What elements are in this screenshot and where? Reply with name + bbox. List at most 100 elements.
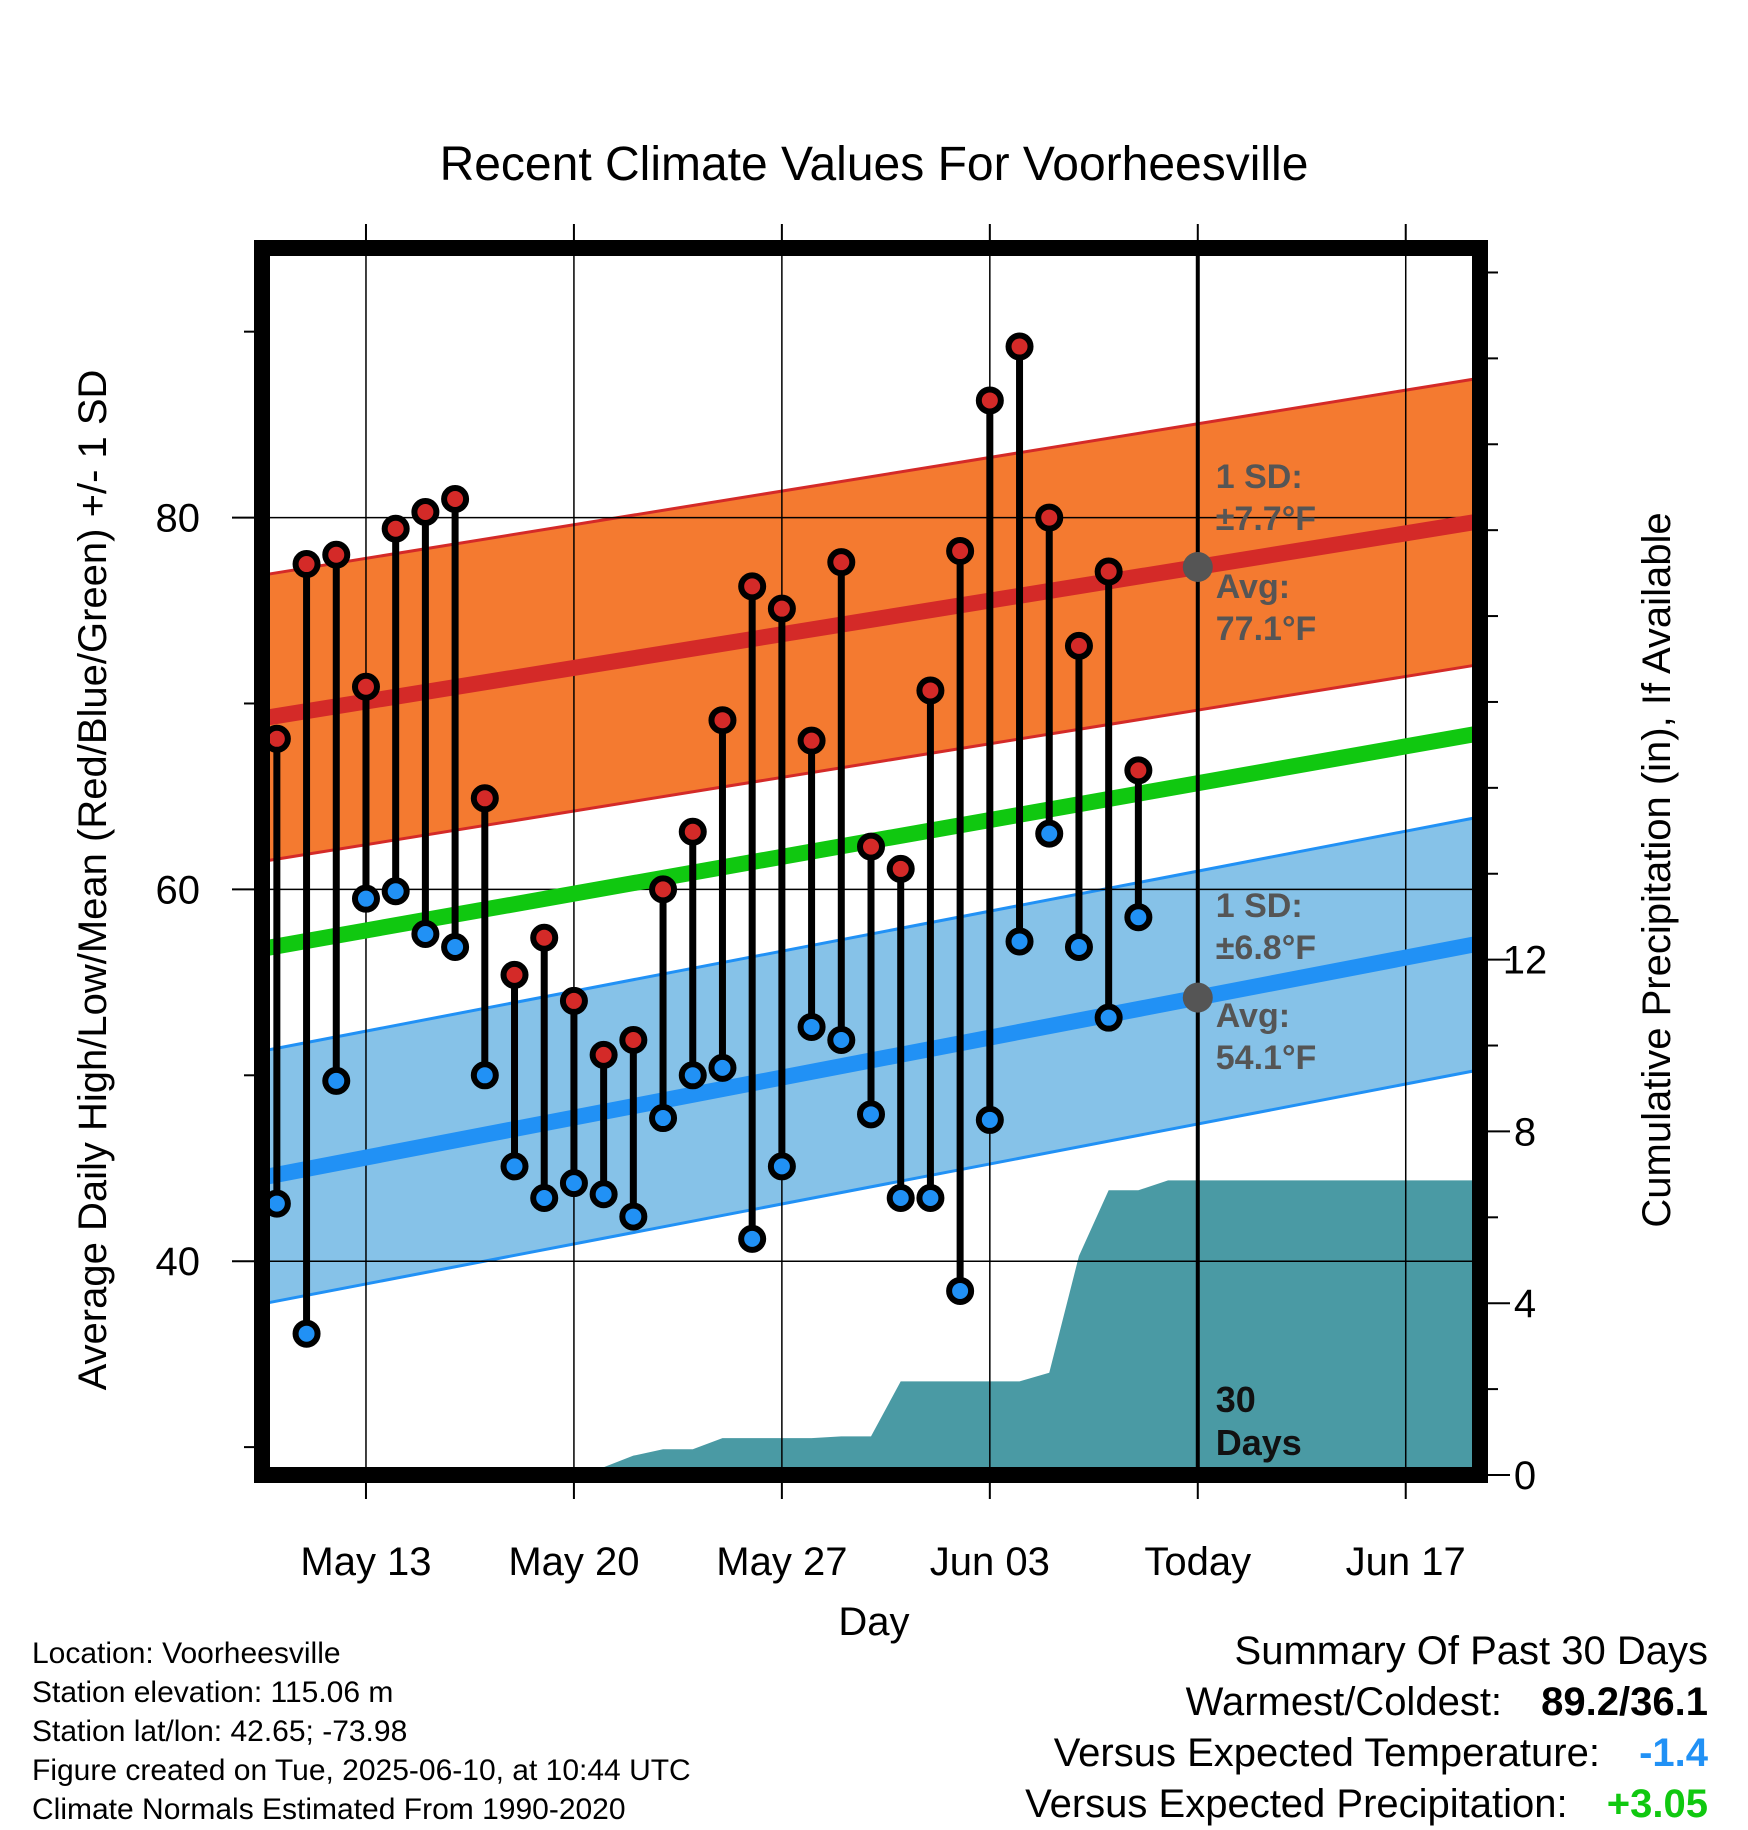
low-temp-point: [1064, 933, 1093, 962]
high-temp-point: [827, 548, 856, 577]
low-avg-label: Avg:: [1216, 997, 1290, 1035]
precip-label: Versus Expected Precipitation:: [1025, 1782, 1568, 1826]
low-temp-point: [649, 1104, 678, 1133]
low-sd-value: ±6.8°F: [1216, 929, 1316, 967]
x-tick-label: Today: [1144, 1540, 1251, 1584]
y-tick-label: 40: [156, 1240, 201, 1284]
low-temp-point: [916, 1183, 945, 1212]
elevation-text: Station elevation: 115.06 m: [32, 1676, 394, 1709]
x-tick-label: May 27: [716, 1540, 847, 1584]
days-count: 30: [1216, 1379, 1256, 1420]
high-temp-point: [589, 1040, 618, 1069]
low-temp-point: [1124, 903, 1153, 932]
low-temp-point: [559, 1169, 588, 1198]
high-temp-point: [322, 540, 351, 569]
warm-cold-label: Warmest/Coldest:: [1185, 1680, 1503, 1724]
high-temp-point: [857, 832, 885, 861]
high-temp-point: [738, 572, 767, 601]
low-avg-value: 54.1°F: [1216, 1039, 1317, 1077]
precip-value: +3.05: [1606, 1782, 1708, 1826]
low-sd-label: 1 SD:: [1216, 887, 1303, 925]
low-temp-point: [857, 1100, 885, 1129]
high-temp-point: [559, 986, 588, 1015]
chart-title: Recent Climate Values For Voorheesville: [440, 138, 1309, 191]
annotations: 1 SD: ±7.7°F Avg: 77.1°F 1 SD: ±6.8°F Avg: 54.1…: [1216, 458, 1317, 1463]
low-temp-point: [530, 1183, 559, 1212]
low-temp-point: [767, 1152, 796, 1181]
normals-text: Climate Normals Estimated From 1990-2020: [32, 1793, 626, 1826]
high-temp-point: [946, 537, 975, 566]
low-temp-point: [1094, 1003, 1123, 1032]
low-temp-point: [322, 1066, 351, 1095]
low-temp-point: [470, 1061, 499, 1090]
low-temp-point: [441, 933, 470, 962]
high-temp-point: [530, 923, 559, 952]
low-sd-band-lower-edge: [261, 1068, 1481, 1306]
temp-value: -1.4: [1639, 1731, 1708, 1775]
high-temp-point: [500, 960, 529, 989]
high-avg-value: 77.1°F: [1216, 610, 1317, 648]
low-temp-point: [975, 1105, 1004, 1134]
y2-tick-label: 4: [1514, 1282, 1536, 1326]
x-tick-label: Jun 03: [930, 1540, 1050, 1584]
low-temp-point: [589, 1180, 618, 1209]
summary-temp: Versus Expected Temperature: -1.4: [1025, 1728, 1708, 1779]
plot-frame: [254, 240, 1488, 1483]
summary-panel: Summary Of Past 30 Days Warmest/Coldest:…: [1025, 1626, 1708, 1830]
location-text: Location: Voorheesville: [32, 1637, 341, 1670]
x-axis-label: Day: [838, 1600, 909, 1644]
low-temp-point: [946, 1276, 975, 1305]
low-temp-point: [678, 1061, 707, 1090]
y2-tick-label: 0: [1514, 1454, 1536, 1498]
low-temp-point: [351, 884, 380, 913]
daily-stems: [273, 346, 1142, 1334]
plot-border: [254, 240, 1488, 1483]
high-temp-point: [1005, 332, 1034, 361]
high-temp-point: [292, 550, 321, 579]
x-tick-label: May 13: [300, 1540, 431, 1584]
high-temp-point: [470, 784, 499, 813]
low-temp-point: [708, 1053, 737, 1082]
high-temp-point: [708, 706, 737, 735]
y-tick-label: 80: [156, 497, 201, 541]
high-temp-point: [797, 726, 826, 755]
high-temp-point: [441, 484, 470, 513]
low-temp-point: [411, 920, 440, 949]
low-temp-point: [292, 1319, 321, 1348]
low-temp-point: [797, 1012, 826, 1041]
station-info: Location: Voorheesville Station elevatio…: [32, 1634, 691, 1829]
high-temp-point: [1124, 756, 1153, 785]
high-avg-line: [260, 513, 1482, 727]
low-temp-point: [381, 877, 410, 906]
low-temp-point: [619, 1202, 648, 1231]
low-temp-point: [1035, 819, 1064, 848]
warm-cold-value: 89.2/36.1: [1541, 1680, 1708, 1724]
high-temp-point: [1094, 557, 1123, 586]
high-temp-point: [678, 817, 707, 846]
summary-warm-cold: Warmest/Coldest: 89.2/36.1: [1025, 1677, 1708, 1728]
y-axis-label: Average Daily High/Low/Mean (Red/Blue/Gr…: [71, 370, 115, 1391]
high-temp-point: [381, 514, 410, 543]
axis-ticks: May 13 May 20 May 27 Jun 03 Today Jun 1740608…: [156, 224, 1547, 1584]
high-sd-band-upper-edge: [261, 376, 1481, 577]
high-temp-point: [351, 672, 380, 701]
created-text: Figure created on Tue, 2025-06-10, at 10…: [32, 1754, 691, 1787]
high-avg-today-marker: [1182, 551, 1213, 582]
summary-heading: Summary Of Past 30 Days: [1234, 1629, 1708, 1673]
precipitation-area: [276, 1180, 1481, 1475]
x-tick-label: Jun 17: [1346, 1540, 1466, 1584]
high-temp-point: [1064, 631, 1093, 660]
high-temp-point: [619, 1025, 648, 1054]
high-sd-label: 1 SD:: [1216, 458, 1303, 496]
high-sd-band-lower-edge: [261, 662, 1481, 863]
high-sd-value: ±7.7°F: [1216, 500, 1316, 538]
temp-label: Versus Expected Temperature:: [1053, 1731, 1600, 1775]
y2-tick-label: 8: [1514, 1110, 1536, 1154]
high-temp-point: [767, 594, 796, 623]
y-tick-label: 60: [156, 868, 201, 912]
high-temp-point: [1035, 503, 1064, 532]
high-temp-point: [975, 386, 1004, 415]
low-temp-point: [886, 1183, 915, 1212]
high-temp-point: [411, 497, 440, 526]
